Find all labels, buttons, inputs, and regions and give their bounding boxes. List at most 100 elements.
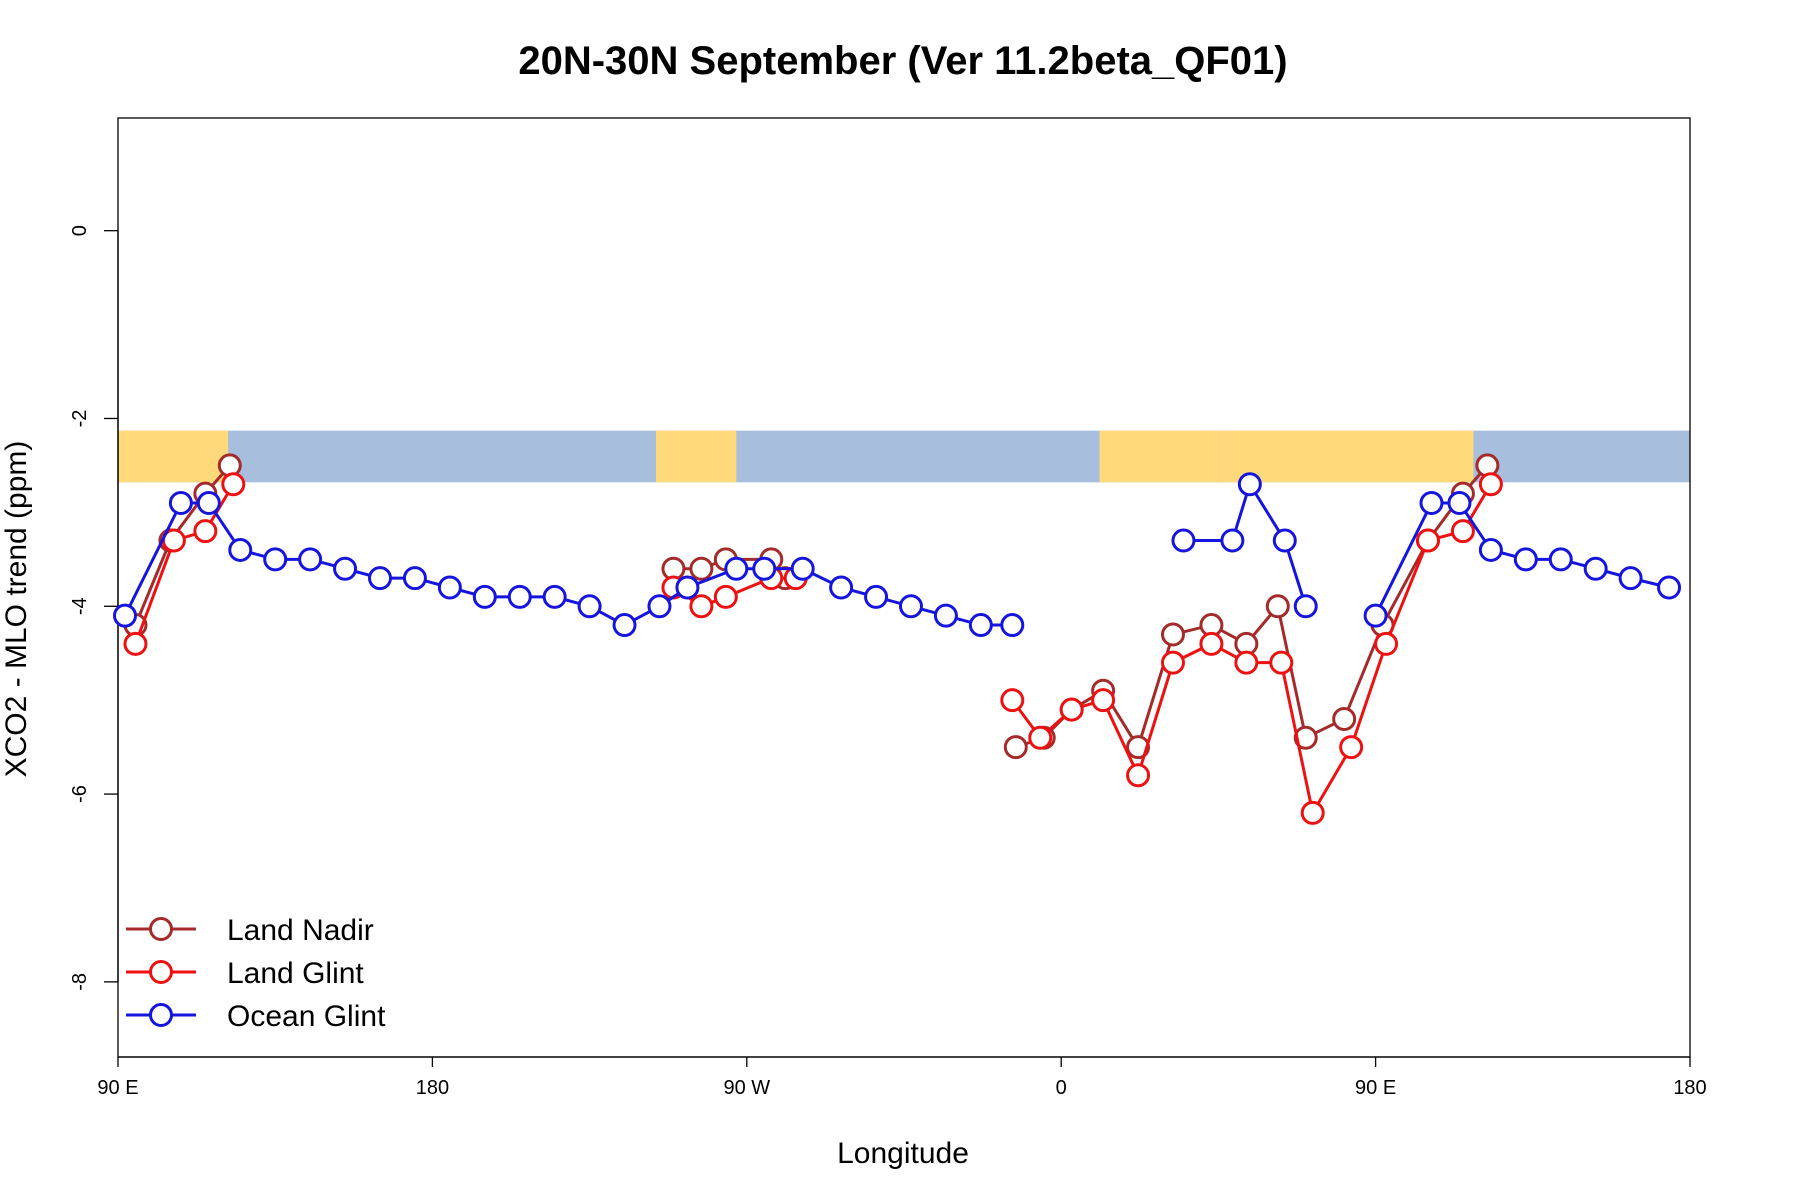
series-2-point-0-18 [752,556,777,581]
legend: Land Nadir Land Glint Ocean Glint [126,914,386,1033]
legend-label-1: Land Glint [227,957,364,990]
series-2-point-0-25 [1000,613,1025,638]
series-1-point-2-4 [1126,763,1151,788]
series-1-point-0-0 [123,631,148,656]
series-2-point-0-17 [724,556,749,581]
series-2-point-0-15 [647,594,672,619]
series-1-point-2-3 [1091,688,1116,713]
series-1-point-2-2 [1059,697,1084,722]
series-2-point-0-3 [228,537,253,562]
x-axis-label: Longitude [837,1137,969,1170]
series-2-point-2-8 [1657,575,1682,600]
series-1 [123,472,1503,825]
series-2-point-0-24 [968,613,993,638]
x-tick-label-0: 90 E [97,1077,138,1099]
series-1-point-1-2 [713,584,738,609]
map-land-1 [655,430,737,483]
legend-marker-0 [149,917,173,941]
series-2-point-0-5 [298,547,323,572]
series-0-point-2-9 [1293,725,1318,750]
x-tick-label-5: 180 [1673,1077,1706,1099]
series-2-point-1-1 [1220,528,1245,553]
series-1-point-2-7 [1234,650,1259,675]
series-2-point-2-1 [1419,490,1444,515]
x-tick-label-3: 0 [1056,1077,1067,1099]
series-2-point-2-5 [1548,547,1573,572]
series-1-point-2-6 [1199,631,1224,656]
series-0-point-2-5 [1160,622,1185,647]
y-tick-label-2: -4 [69,597,91,615]
series-2-point-0-7 [368,566,392,591]
series-0-point-2-8 [1265,594,1290,619]
y-tick-label-1: -2 [69,410,91,428]
series-1-point-2-1 [1028,725,1053,750]
series-1-point-2-10 [1339,735,1364,760]
series-2-point-0-2 [196,490,221,515]
y-axis-label: XCO2 - MLO trend (ppm) [0,441,33,778]
series-2-point-0-11 [507,584,532,609]
series-layer [112,453,1682,825]
series-1-point-2-5 [1160,650,1185,675]
series-2-point-1-4 [1293,594,1318,619]
series-1-point-2-8 [1269,650,1294,675]
series-2-point-0-20 [829,575,854,600]
series-0-point-2-4 [1126,735,1151,760]
series-2-point-0-10 [472,584,497,609]
y-tick-label-3: -6 [69,785,91,803]
series-2-point-0-8 [402,566,427,591]
series-0-point-2-10 [1332,706,1357,731]
series-2-point-0-9 [437,575,462,600]
legend-marker-1 [149,960,173,984]
series-2-point-0-0 [112,603,137,628]
map-land-3 [1218,430,1474,483]
x-tick-label-4: 90 E [1355,1077,1396,1099]
series-2-point-0-13 [577,594,602,619]
y-axis: 0 -2 -4 -6 -8 [69,225,119,991]
series-2-point-2-0 [1363,603,1388,628]
series-2-point-2-6 [1583,556,1608,581]
series-0-line-0 [134,464,231,626]
legend-label-0: Land Nadir [227,914,374,947]
series-2-point-2-7 [1618,566,1643,591]
map-strip [118,430,1690,483]
series-2-point-1-0 [1171,528,1196,553]
series-1-point-2-12 [1416,528,1440,553]
series-2-point-0-14 [612,613,637,638]
series-0-point-2-0 [1003,735,1028,760]
series-2-point-1-3 [1272,528,1297,553]
series-2-point-0-23 [933,603,958,628]
y-tick-label-4: -8 [69,973,91,991]
chart-title: 20N-30N September (Ver 11.2beta_QF01) [518,39,1287,83]
x-tick-label-1: 180 [416,1077,449,1099]
series-1-point-2-14 [1478,472,1503,497]
series-2-point-0-22 [898,594,923,619]
series-2-point-0-16 [675,575,700,600]
map-land-2 [1099,430,1219,483]
series-2-point-2-2 [1447,490,1472,515]
series-2-point-0-19 [790,556,815,581]
series-1-point-1-1 [689,594,714,619]
series-1-point-0-3 [221,472,246,497]
series-1-point-2-0 [1000,688,1025,713]
map-land-0 [118,430,229,483]
series-2-point-2-3 [1478,537,1503,562]
x-axis: 90 E 180 90 W 0 90 E 180 [97,1056,1707,1099]
series-1-point-0-2 [193,519,218,544]
series-2-point-0-4 [263,547,288,572]
series-2 [112,472,1682,638]
series-2-point-0-21 [864,584,889,609]
legend-marker-2 [149,1003,173,1027]
series-2-point-0-1 [168,490,193,515]
series-1-point-2-9 [1300,800,1325,825]
series-2-point-0-6 [333,556,358,581]
series-0-point-1-1 [689,556,714,581]
series-1-point-2-11 [1374,631,1399,656]
legend-label-2: Ocean Glint [227,1000,386,1033]
series-2-point-2-4 [1513,547,1538,572]
series-2-point-0-12 [542,584,567,609]
series-1-point-2-13 [1450,519,1475,544]
x-tick-label-2: 90 W [723,1077,770,1099]
series-2-point-1-2 [1237,472,1262,497]
y-tick-label-0: 0 [69,225,91,236]
